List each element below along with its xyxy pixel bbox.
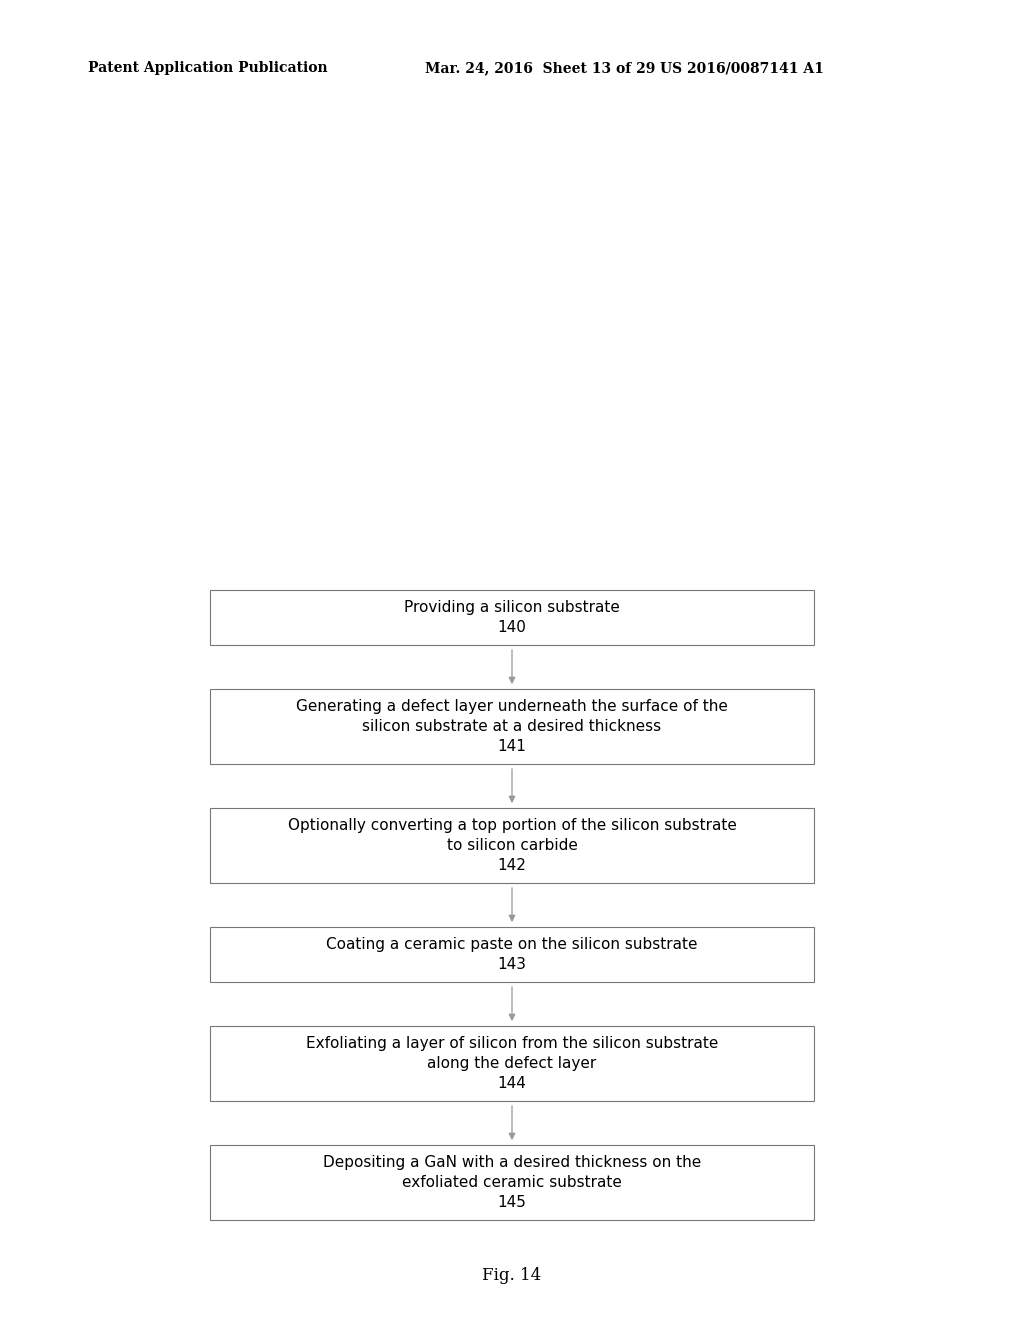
Text: Optionally converting a top portion of the silicon substrate
to silicon carbide
: Optionally converting a top portion of t… <box>288 818 736 873</box>
Text: Generating a defect layer underneath the surface of the
silicon substrate at a d: Generating a defect layer underneath the… <box>296 700 728 754</box>
Bar <box>210 689 814 764</box>
Bar <box>210 927 814 982</box>
Text: Mar. 24, 2016  Sheet 13 of 29: Mar. 24, 2016 Sheet 13 of 29 <box>425 61 655 75</box>
Bar <box>210 1026 814 1101</box>
Text: Coating a ceramic paste on the silicon substrate
143: Coating a ceramic paste on the silicon s… <box>327 937 697 972</box>
Text: US 2016/0087141 A1: US 2016/0087141 A1 <box>660 61 824 75</box>
Text: Providing a silicon substrate
140: Providing a silicon substrate 140 <box>404 601 620 635</box>
Text: Exfoliating a layer of silicon from the silicon substrate
along the defect layer: Exfoliating a layer of silicon from the … <box>306 1036 718 1090</box>
Text: Fig. 14: Fig. 14 <box>482 1266 542 1283</box>
Bar <box>210 1144 814 1220</box>
Bar <box>210 808 814 883</box>
Bar <box>210 590 814 645</box>
Text: Patent Application Publication: Patent Application Publication <box>88 61 328 75</box>
Text: Depositing a GaN with a desired thickness on the
exfoliated ceramic substrate
14: Depositing a GaN with a desired thicknes… <box>323 1155 701 1210</box>
